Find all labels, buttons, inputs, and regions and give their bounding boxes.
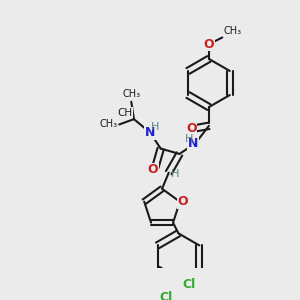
Text: CH₃: CH₃ (122, 89, 140, 99)
Text: O: O (147, 164, 158, 176)
Text: CH₃: CH₃ (100, 119, 118, 130)
Text: Cl: Cl (160, 291, 173, 300)
Text: CH₃: CH₃ (224, 26, 242, 36)
Text: N: N (188, 137, 198, 150)
Text: H: H (151, 122, 160, 132)
Text: O: O (204, 38, 214, 51)
Text: O: O (186, 122, 197, 135)
Text: H: H (184, 134, 193, 144)
Text: Cl: Cl (182, 278, 195, 291)
Text: O: O (177, 195, 188, 208)
Text: H: H (171, 169, 180, 179)
Text: CH: CH (118, 108, 133, 118)
Text: N: N (145, 126, 155, 139)
